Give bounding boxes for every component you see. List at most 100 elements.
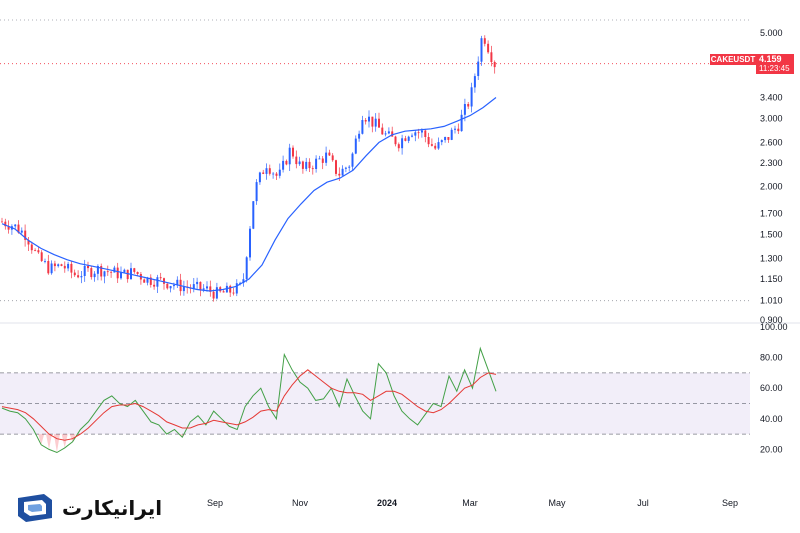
candle-body — [249, 228, 251, 258]
last-price: 4.159 — [759, 54, 782, 64]
price-tick-label: 2.600 — [760, 137, 783, 147]
candle-body — [258, 172, 261, 183]
candle-body — [113, 267, 116, 273]
logo-text: ایرانیکارت — [62, 496, 163, 520]
rsi-line — [1, 346, 497, 454]
candle-body — [37, 250, 40, 253]
candle-body — [192, 284, 195, 289]
candle-body — [490, 52, 493, 62]
time-tick-label: Jul — [637, 498, 649, 508]
candle-body — [153, 284, 156, 287]
candle-body — [384, 133, 387, 135]
candle-body — [467, 104, 470, 107]
candle-body — [351, 153, 354, 167]
candle-body — [24, 230, 27, 240]
rsi-tick-label: 100.00 — [760, 322, 788, 332]
rsi-tick-label: 80.00 — [760, 353, 783, 363]
candle-body — [73, 272, 76, 276]
candle-body — [53, 263, 56, 267]
price-tick-label: 2.000 — [760, 181, 783, 191]
candle-body — [242, 279, 245, 283]
candle-body — [133, 268, 136, 272]
candle-body — [335, 160, 337, 174]
candle-body — [196, 281, 199, 285]
candle-body — [149, 277, 152, 285]
time-tick-label: May — [548, 498, 566, 508]
candle-body — [321, 158, 324, 163]
candle-body — [90, 268, 93, 278]
candle-body — [272, 173, 275, 175]
candle-body — [394, 136, 397, 145]
candle-body — [463, 104, 466, 115]
symbol-badge: CAKEUSDT — [710, 54, 756, 65]
candle-body — [414, 132, 417, 136]
candle-body — [83, 266, 86, 276]
candle-body — [318, 158, 321, 160]
candle-body — [106, 271, 109, 273]
candle-body — [457, 128, 460, 132]
candle-body — [278, 169, 281, 176]
candle-body — [437, 142, 440, 149]
candle-body — [348, 166, 351, 168]
candle-body — [166, 283, 169, 289]
candle-body — [493, 62, 496, 68]
candle-body — [470, 87, 473, 107]
candle-body — [199, 281, 202, 290]
candle-body — [80, 276, 83, 278]
candle-body — [239, 282, 242, 284]
candle-body — [421, 130, 423, 133]
candle-body — [298, 161, 301, 165]
rsi-tick-label: 60.00 — [760, 383, 783, 393]
candle-body — [136, 272, 139, 274]
candle-body — [206, 286, 208, 289]
candle-body — [282, 160, 285, 170]
candle-body — [305, 161, 308, 169]
price-tick-label: 1.300 — [760, 253, 783, 263]
brand-logo: ایرانیکارت — [6, 488, 169, 528]
candle-body — [268, 168, 271, 174]
candle-body — [245, 257, 248, 280]
candle-body — [235, 283, 238, 294]
candle-body — [374, 118, 377, 127]
candle-body — [401, 138, 404, 149]
price-axis: 5.000 3.400 3.000 2.600 2.300 2.000 1.700 1.500… — [760, 28, 788, 454]
candle-body — [100, 266, 103, 277]
rsi-tick-label: 20.00 — [760, 444, 783, 454]
candle-body — [182, 286, 185, 292]
candle-body — [232, 292, 235, 294]
candle-body — [70, 263, 73, 273]
candle-body — [110, 271, 113, 273]
price-tick-label: 1.150 — [760, 274, 783, 284]
bar-countdown: 11:23:45 — [759, 64, 790, 73]
candle-body — [156, 277, 159, 287]
candle-body — [315, 158, 318, 169]
candle-body — [434, 145, 437, 149]
candle-body — [222, 291, 225, 293]
time-tick-label: Sep — [722, 498, 738, 508]
candle-body — [126, 269, 129, 280]
candle-body — [77, 275, 80, 278]
logo-icon — [18, 494, 52, 522]
candle-body — [265, 168, 268, 174]
candle-body — [14, 224, 17, 227]
candle-body — [387, 131, 390, 134]
candle-body — [424, 130, 427, 137]
candle-body — [30, 244, 33, 251]
candle-body — [295, 156, 298, 165]
candle-body — [7, 226, 10, 230]
candle-body — [427, 137, 430, 145]
price-tick-label: 1.500 — [760, 230, 783, 240]
candle-body — [130, 268, 132, 279]
price-tick-label: 3.400 — [760, 93, 783, 103]
candle-body — [169, 286, 172, 289]
candle-body — [328, 152, 331, 156]
candle-body — [473, 76, 476, 88]
candle-body — [404, 138, 407, 141]
candle-body — [96, 266, 99, 274]
candle-body — [430, 144, 433, 146]
candle-body — [93, 273, 96, 278]
price-tick-label: 5.000 — [760, 28, 783, 38]
candle-body — [229, 285, 232, 293]
candle-body — [255, 182, 258, 202]
candle-body — [173, 285, 175, 287]
